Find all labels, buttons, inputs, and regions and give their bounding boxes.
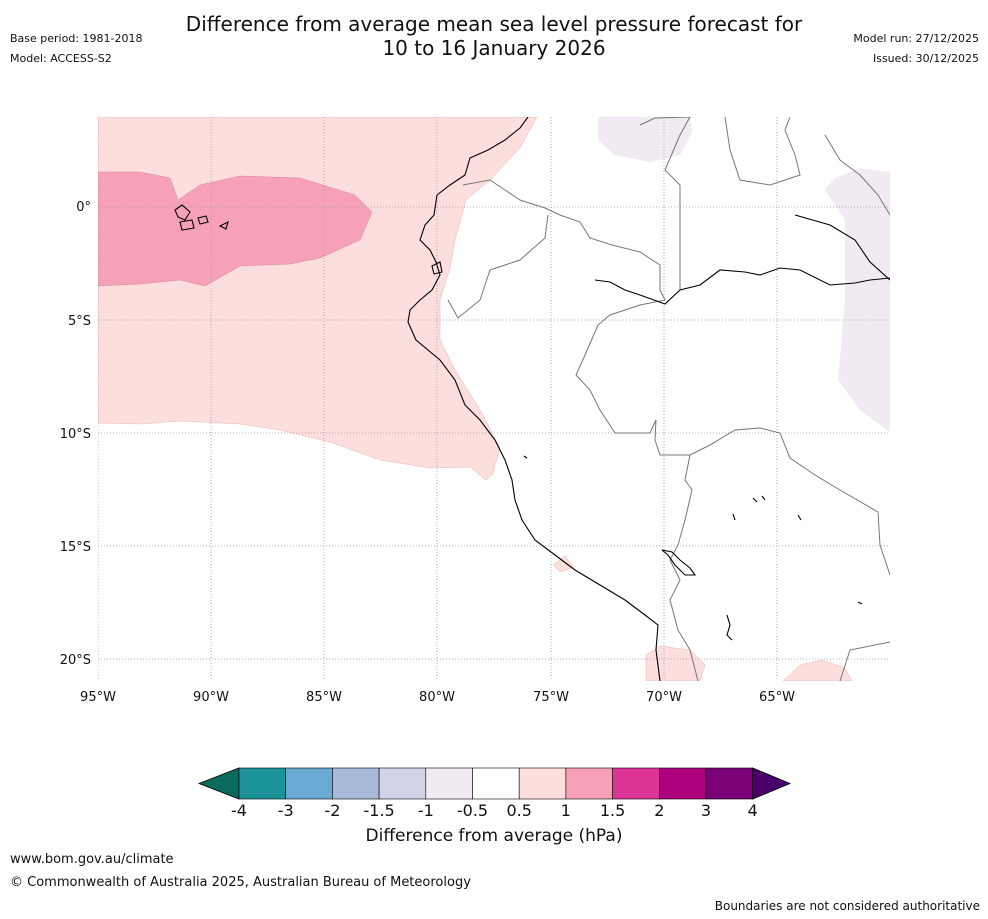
anomaly-region-pink bbox=[98, 171, 373, 287]
lon-label-90w: 90°W bbox=[193, 690, 229, 705]
footer-disclaimer: Boundaries are not considered authoritat… bbox=[714, 899, 980, 913]
colorbar-segment bbox=[565, 767, 613, 800]
anomaly-region-light-purple-east bbox=[825, 168, 890, 432]
lon-label-65w: 65°W bbox=[759, 690, 795, 705]
colorbar-tick-label: 1 bbox=[561, 801, 571, 820]
model-name: Model: ACCESS-S2 bbox=[10, 52, 112, 65]
colorbar-tick-label: 2 bbox=[654, 801, 664, 820]
anomaly-region-light-pink-south bbox=[645, 645, 706, 681]
meta-left: Base period: 1981-2018 Model: ACCESS-S2 bbox=[10, 29, 142, 69]
lon-labels: 95°W 90°W 85°W 80°W 75°W 70°W 65°W bbox=[80, 690, 795, 705]
colorbar-tick-label: -0.5 bbox=[457, 801, 488, 820]
colorbar-segment bbox=[472, 767, 520, 800]
colorbar-segment bbox=[612, 767, 660, 800]
colorbar-tick-label: -1.5 bbox=[363, 801, 394, 820]
base-period: Base period: 1981-2018 bbox=[10, 32, 143, 45]
coastlines bbox=[174, 117, 890, 681]
colorbar-tick-label: 4 bbox=[748, 801, 758, 820]
title-line-1: Difference from average mean sea level p… bbox=[185, 12, 803, 36]
lat-label-5s: 5°S bbox=[68, 314, 91, 329]
issued-date: Issued: 30/12/2025 bbox=[872, 52, 979, 65]
colorbar-tick-label: 3 bbox=[701, 801, 711, 820]
colorbar-segment bbox=[518, 767, 567, 800]
lat-labels: 0° 5°S 10°S 15°S 20°S bbox=[60, 200, 91, 668]
colorbar-segment bbox=[705, 767, 754, 800]
colorbar-segment bbox=[238, 767, 287, 800]
colorbar-tick-label: -4 bbox=[231, 801, 247, 820]
colorbar-segment bbox=[285, 767, 333, 800]
lon-label-95w: 95°W bbox=[80, 690, 116, 705]
title-line-2: 10 to 16 January 2026 bbox=[382, 36, 606, 60]
lat-label-20s: 20°S bbox=[60, 653, 91, 668]
colorbar-tick-label: -3 bbox=[278, 801, 294, 820]
meta-right: Model run: 27/12/2025 Issued: 30/12/2025 bbox=[853, 29, 979, 69]
colorbar-segment bbox=[332, 767, 380, 800]
anomaly-region-light-purple-north bbox=[598, 117, 692, 162]
colorbar-extend-high bbox=[752, 767, 792, 800]
colorbar-tick-label: -2 bbox=[324, 801, 340, 820]
model-run: Model run: 27/12/2025 bbox=[853, 32, 979, 45]
colorbar-tick-label: 0.5 bbox=[506, 801, 531, 820]
colorbar-label: Difference from average (hPa) bbox=[365, 826, 623, 846]
map-area bbox=[98, 117, 890, 681]
lat-label-15s: 15°S bbox=[60, 540, 91, 555]
colorbar-tick-label: 1.5 bbox=[600, 801, 625, 820]
lon-label-75w: 75°W bbox=[533, 690, 569, 705]
colorbar-segment bbox=[425, 767, 473, 800]
lon-label-85w: 85°W bbox=[306, 690, 342, 705]
colorbar: -4 -3 -2 -1.5 -1 -0.5 0.5 1 1.5 2 3 4 bbox=[197, 767, 792, 820]
colorbar-tick-label: -1 bbox=[418, 801, 434, 820]
lon-label-70w: 70°W bbox=[646, 690, 682, 705]
footer-url: www.bom.gov.au/climate bbox=[10, 852, 174, 867]
anomaly-region-light-pink-southeast bbox=[782, 659, 853, 681]
footer-copyright: © Commonwealth of Australia 2025, Austra… bbox=[10, 875, 471, 890]
lat-label-10s: 10°S bbox=[60, 427, 91, 442]
lon-label-80w: 80°W bbox=[419, 690, 455, 705]
colorbar-extend-low bbox=[197, 767, 240, 800]
chart-title: Difference from average mean sea level p… bbox=[0, 12, 988, 60]
lat-label-0: 0° bbox=[76, 200, 91, 215]
country-borders bbox=[447, 117, 890, 681]
colorbar-segment bbox=[658, 767, 707, 800]
colorbar-segment bbox=[378, 767, 427, 800]
